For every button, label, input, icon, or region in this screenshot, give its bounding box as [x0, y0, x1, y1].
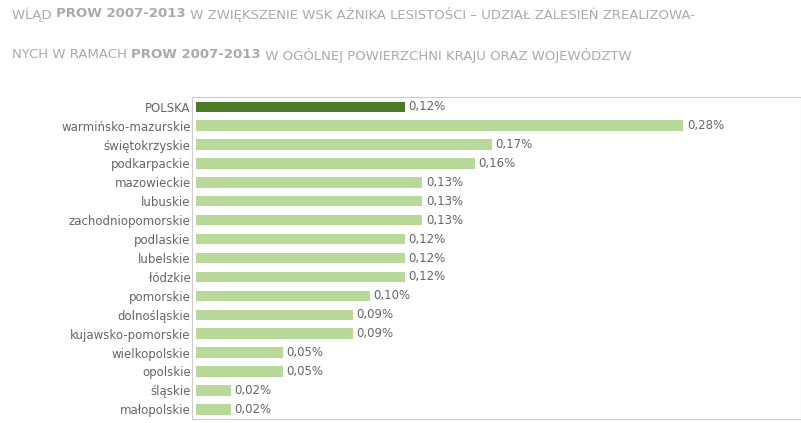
Text: NYCH W RAMACH: NYCH W RAMACH [12, 48, 131, 61]
Bar [196, 215, 422, 225]
Bar [196, 404, 231, 415]
Text: 0,13%: 0,13% [426, 214, 463, 227]
Text: 0,28%: 0,28% [686, 119, 724, 132]
Text: 0,05%: 0,05% [287, 365, 324, 378]
Text: PROW 2007-2013: PROW 2007-2013 [56, 8, 186, 20]
Text: 0,10%: 0,10% [374, 289, 411, 302]
Text: PROW 2007-2013: PROW 2007-2013 [131, 48, 261, 61]
Text: 0,12%: 0,12% [409, 100, 445, 113]
Text: 0,12%: 0,12% [409, 270, 445, 283]
Text: 0,05%: 0,05% [287, 346, 324, 359]
Bar [196, 102, 405, 112]
Bar [196, 253, 405, 263]
Bar [196, 385, 231, 396]
Bar [196, 234, 405, 244]
Bar [196, 310, 352, 320]
Text: 0,17%: 0,17% [496, 138, 533, 151]
Text: WĹĄD: WĹĄD [12, 8, 56, 22]
Text: 0,16%: 0,16% [478, 157, 515, 170]
Text: W OGÓLNEJ POWIERZCHNI KRAJU ORAZ WOJEWÓDZTW: W OGÓLNEJ POWIERZCHNI KRAJU ORAZ WOJEWÓD… [261, 48, 631, 63]
Bar [196, 121, 683, 131]
Text: 0,09%: 0,09% [356, 308, 393, 321]
Text: 0,02%: 0,02% [235, 403, 272, 416]
Text: 0,09%: 0,09% [356, 327, 393, 340]
Text: 0,12%: 0,12% [409, 233, 445, 246]
Bar [196, 291, 370, 301]
Bar [196, 139, 492, 150]
Text: 0,13%: 0,13% [426, 176, 463, 189]
Text: 0,12%: 0,12% [409, 252, 445, 264]
Bar [196, 329, 352, 339]
Bar [196, 366, 284, 377]
Bar [196, 158, 474, 169]
Text: 0,02%: 0,02% [235, 384, 272, 397]
Bar [196, 196, 422, 206]
Bar [196, 177, 422, 187]
Bar [196, 347, 284, 358]
Text: W ZWIĘKSZENIE WSK AŹNIKA LESISTOŚCI – UDZIAŁ ZALESIEŃ ZREALIZOWA-: W ZWIĘKSZENIE WSK AŹNIKA LESISTOŚCI – UD… [186, 8, 694, 22]
Text: 0,13%: 0,13% [426, 195, 463, 208]
Bar [196, 272, 405, 282]
